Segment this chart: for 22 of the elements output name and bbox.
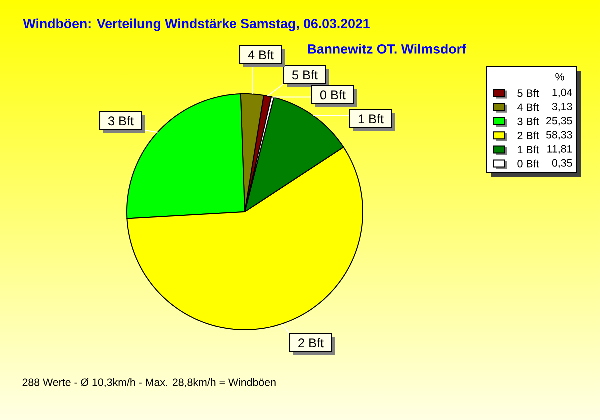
slice-label: 5 Bft	[292, 70, 318, 80]
data-label: 0,35	[552, 159, 572, 168]
data-label: 25,35	[546, 117, 572, 126]
chart-title: Windböen: Verteilung Windstärke Samstag, 06.03.2021	[23, 18, 370, 32]
chart-subtitle: Bannewitz OT. Wilmsdorf	[308, 44, 466, 54]
legend-label: 0 Bft	[518, 160, 540, 168]
data-label: 58,33	[546, 131, 572, 140]
slice-label: 4 Bft	[248, 50, 274, 60]
data-label: 1,04	[552, 88, 572, 98]
slice-label: 1 Bft	[358, 114, 384, 124]
slice-label: 3 Bft	[108, 116, 134, 126]
legend-label: 1 Bft	[518, 146, 540, 154]
legend-label: 4 Bft	[518, 103, 540, 112]
legend-label: 3 Bft	[518, 118, 540, 126]
slice-label: 2 Bft	[298, 338, 324, 348]
legend-label: 2 Bft	[518, 132, 540, 140]
data-label: 3,13	[552, 102, 572, 112]
slice-label: 0 Bft	[320, 90, 346, 100]
legend-label: 5 Bft	[518, 89, 540, 98]
text: 288 Werte - Ø 10,3km/h - Max. 28,8km/h = Windböen	[22, 378, 276, 388]
data-label: 11,81	[548, 145, 572, 154]
legend-title: %	[556, 73, 564, 81]
